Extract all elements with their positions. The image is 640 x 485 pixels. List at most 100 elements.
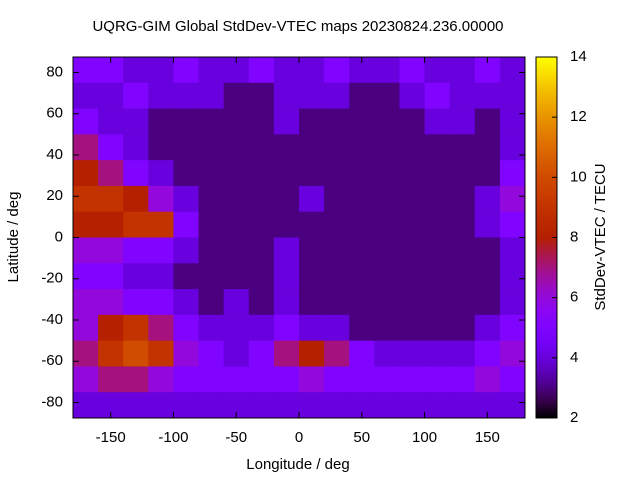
heat-cell xyxy=(399,82,426,110)
heat-cell xyxy=(223,160,250,187)
heat-cell xyxy=(173,185,200,213)
heat-cell xyxy=(148,392,174,419)
x-tick-label: 150 xyxy=(475,429,500,446)
heat-cell xyxy=(299,289,325,316)
x-tick-label: -100 xyxy=(158,429,188,446)
heat-cell xyxy=(324,185,350,213)
heat-cell xyxy=(449,160,476,187)
heat-cell xyxy=(223,185,250,213)
heat-cell xyxy=(474,314,501,342)
heat-cell xyxy=(349,108,375,135)
heat-cell xyxy=(98,108,124,135)
x-tick-label: -50 xyxy=(225,429,247,446)
heat-cell xyxy=(499,160,526,187)
heat-cell xyxy=(173,108,200,135)
heat-cell xyxy=(499,108,526,135)
heat-cell xyxy=(374,134,400,161)
heat-cell xyxy=(223,82,250,110)
heat-cell xyxy=(248,134,275,161)
heat-cell xyxy=(198,314,225,342)
x-tick-label: 100 xyxy=(412,429,437,446)
heat-cell xyxy=(148,237,174,264)
heat-cell xyxy=(474,82,501,110)
heat-cell xyxy=(374,211,400,238)
heat-cell xyxy=(248,211,275,238)
heat-cell xyxy=(148,314,174,342)
heat-cell xyxy=(474,263,501,290)
heat-cell xyxy=(449,82,476,110)
heat-cell xyxy=(273,160,300,187)
x-tick-label: -150 xyxy=(96,429,126,446)
heat-cell xyxy=(424,314,451,342)
y-tick-label: 40 xyxy=(46,146,63,163)
heat-cell xyxy=(399,57,426,84)
heat-cell xyxy=(198,366,225,393)
heat-cell xyxy=(173,340,200,367)
heat-cell xyxy=(73,211,99,238)
heat-cell xyxy=(374,160,400,187)
heat-cell xyxy=(374,263,400,290)
heat-cell xyxy=(173,160,200,187)
heat-cell xyxy=(273,134,300,161)
heat-cell xyxy=(73,340,99,367)
heat-cell xyxy=(273,237,300,264)
colorbar-tick-label: 14 xyxy=(570,48,587,65)
heat-cell xyxy=(399,392,426,419)
heat-cell xyxy=(399,366,426,393)
heat-cell xyxy=(424,366,451,393)
heat-cell xyxy=(198,392,225,419)
heat-cell xyxy=(299,57,325,84)
heat-cell xyxy=(73,108,99,135)
heat-cell xyxy=(73,237,99,264)
heat-cell xyxy=(73,392,99,419)
heat-cell xyxy=(223,211,250,238)
heat-cell xyxy=(499,340,526,367)
heat-cell xyxy=(324,340,350,367)
heat-cell xyxy=(399,263,426,290)
heat-cell xyxy=(223,237,250,264)
heat-cell xyxy=(474,366,501,393)
heat-cell xyxy=(499,211,526,238)
y-axis-label: Latitude / deg xyxy=(5,192,22,283)
heat-cell xyxy=(173,57,200,84)
heat-cell xyxy=(424,211,451,238)
heat-cell xyxy=(248,82,275,110)
heat-cell xyxy=(248,237,275,264)
heat-cell xyxy=(273,57,300,84)
y-tick-label: -80 xyxy=(41,393,63,410)
heat-cell xyxy=(123,160,149,187)
heat-cell xyxy=(299,185,325,213)
heat-cell xyxy=(324,160,350,187)
heat-cell xyxy=(98,237,124,264)
heat-cell xyxy=(449,263,476,290)
heat-cell xyxy=(248,392,275,419)
heat-cell xyxy=(98,263,124,290)
heat-cell xyxy=(424,340,451,367)
heat-cell xyxy=(123,237,149,264)
heat-cell xyxy=(223,108,250,135)
heat-cell xyxy=(374,57,400,84)
heat-cell xyxy=(499,366,526,393)
heat-cell xyxy=(449,134,476,161)
heat-cell xyxy=(198,134,225,161)
heat-cell xyxy=(499,134,526,161)
heat-cell xyxy=(123,57,149,84)
heat-cell xyxy=(349,289,375,316)
heat-cell xyxy=(148,263,174,290)
heat-cell xyxy=(123,82,149,110)
heat-cell xyxy=(399,314,426,342)
heat-cell xyxy=(273,289,300,316)
heat-cell xyxy=(449,108,476,135)
heat-cell xyxy=(399,134,426,161)
heat-cell xyxy=(499,82,526,110)
heat-cell xyxy=(324,57,350,84)
heat-cell xyxy=(474,160,501,187)
heat-cell xyxy=(123,134,149,161)
heat-cell xyxy=(399,108,426,135)
heat-cell xyxy=(198,160,225,187)
heat-cell xyxy=(73,160,99,187)
heat-cell xyxy=(324,366,350,393)
heat-cell xyxy=(449,392,476,419)
heat-cell xyxy=(474,237,501,264)
